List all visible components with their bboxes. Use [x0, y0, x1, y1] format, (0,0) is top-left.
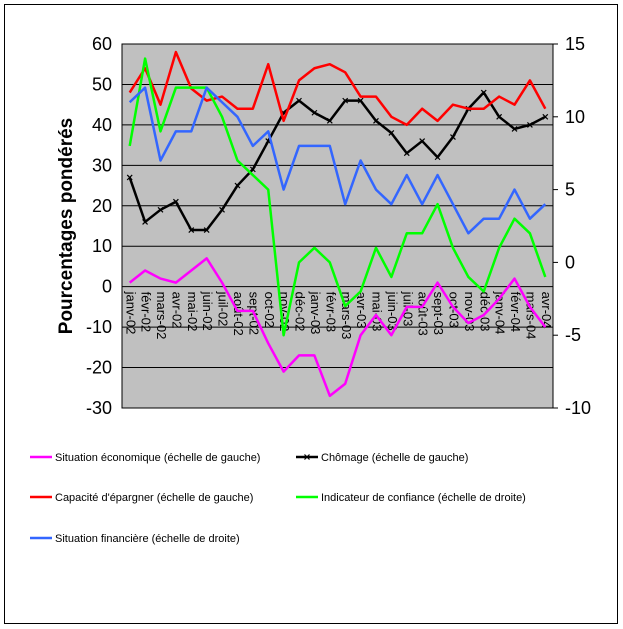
- x-tick-label: juil-03: [400, 291, 415, 327]
- x-tick-label: nov-03: [462, 292, 477, 332]
- series-line-chomage: [128, 91, 546, 232]
- data-point-chomage: [249, 166, 256, 173]
- y-left-tick: -20: [86, 358, 112, 378]
- x-tick-label: févr-04: [508, 292, 523, 332]
- data-point-chomage: [342, 97, 349, 104]
- y-left-tick: 20: [92, 196, 112, 216]
- x-tick-label: févr-02: [139, 292, 154, 332]
- data-point-chomage: [480, 89, 487, 96]
- y-right-tick: 0: [565, 252, 575, 272]
- x-tick-label: avr-04: [539, 292, 554, 329]
- data-point-chomage: [403, 150, 410, 157]
- x-tick-label: janv-03: [308, 291, 323, 335]
- x-tick-label: oct-02: [262, 292, 277, 328]
- data-point-chomage: [526, 121, 533, 128]
- data-point-chomage: [357, 97, 364, 104]
- legend-label: Situation financière (échelle de droite): [55, 533, 240, 545]
- y-left-tick: 40: [92, 115, 112, 135]
- data-point-chomage: [172, 198, 179, 205]
- data-point-chomage: [419, 138, 426, 144]
- x-tick-label: janv-02: [123, 291, 138, 335]
- legend-label: Chômage (échelle de gauche): [321, 452, 468, 464]
- x-tick-label: août-02: [231, 292, 246, 336]
- data-point-chomage: [311, 109, 318, 116]
- y-left-tick: -30: [86, 398, 112, 418]
- data-point-chomage: [234, 182, 241, 189]
- x-tick-label: sept-03: [431, 292, 446, 335]
- legend-item-1: Chômage (échelle de gauche): [296, 452, 468, 464]
- legend-item-2: Capacité d'épargner (échelle de gauche): [30, 492, 253, 504]
- legend-item-3: Indicateur de confiance (échelle de droi…: [296, 492, 526, 504]
- x-tick-label: juin-03: [385, 291, 400, 331]
- y-right-tick: -10: [565, 398, 591, 418]
- legend-item-4: Situation financière (échelle de droite): [30, 533, 240, 545]
- legend-label: Situation économique (échelle de gauche): [55, 452, 260, 464]
- x-tick-label: mai-02: [185, 292, 200, 332]
- x-tick-label: déc-03: [477, 292, 492, 332]
- x-tick-label: juin-02: [200, 291, 215, 331]
- data-point-chomage: [326, 117, 333, 124]
- series-lines: [126, 50, 549, 398]
- series-line-situation-financiere: [128, 86, 547, 235]
- data-point-chomage: [219, 206, 225, 213]
- y-right-tick: 15: [565, 34, 585, 54]
- chart-frame: [4, 4, 618, 624]
- y-right-tick: -5: [565, 325, 581, 345]
- series-line-situation-economique: [128, 257, 547, 398]
- series-line-indicateur-de-confiance: [128, 57, 547, 337]
- x-tick-label: déc-02: [293, 292, 308, 332]
- data-point-chomage: [296, 97, 302, 104]
- legend: Situation économique (échelle de gauche)…: [30, 452, 526, 545]
- x-tick-label: avr-02: [169, 292, 184, 329]
- legend-label: Capacité d'épargner (échelle de gauche): [55, 492, 253, 504]
- y-right-tick: 10: [565, 107, 585, 127]
- y-left-tick: 50: [92, 74, 112, 94]
- data-point-chomage: [542, 113, 549, 120]
- left-axis-ticks: 60 50 40 30 20 10 0 -10 -20 -30: [86, 34, 112, 418]
- y-left-tick: -10: [86, 317, 112, 337]
- y-left-tick: 60: [92, 34, 112, 54]
- gridlines: [122, 43, 553, 409]
- legend-label: Indicateur de confiance (échelle de droi…: [321, 492, 526, 504]
- right-axis-ticks: 15 10 5 0 -5 -10: [553, 34, 591, 418]
- x-tick-label: août-03: [416, 292, 431, 336]
- data-point-chomage: [157, 206, 164, 213]
- series-line-capacite-d-epargner: [128, 50, 547, 127]
- x-tick-label: juil-02: [216, 291, 231, 327]
- data-point-chomage: [511, 126, 518, 132]
- data-point-chomage: [450, 134, 456, 140]
- y-left-tick: 30: [92, 155, 112, 175]
- data-point-chomage: [126, 174, 133, 181]
- data-point-chomage: [142, 219, 149, 225]
- y-axis-label: Pourcentages pondérés: [56, 118, 77, 334]
- y-right-tick: 5: [565, 180, 575, 200]
- x-tick-label: mars-03: [339, 292, 354, 340]
- x-tick-label: mars-02: [154, 292, 169, 340]
- x-tick-label: avr-03: [354, 292, 369, 329]
- data-point-chomage: [373, 117, 379, 124]
- data-point-chomage: [434, 154, 441, 161]
- y-left-tick: 0: [102, 277, 112, 297]
- x-tick-label: mai-03: [370, 292, 385, 332]
- data-point-chomage: [496, 113, 503, 120]
- data-point-chomage: [388, 130, 395, 136]
- y-left-tick: 10: [92, 236, 112, 256]
- legend-item-0: Situation économique (échelle de gauche): [30, 452, 260, 464]
- x-tick-label: févr-03: [323, 292, 338, 332]
- data-point-chomage: [203, 227, 210, 233]
- data-point-chomage: [188, 227, 195, 233]
